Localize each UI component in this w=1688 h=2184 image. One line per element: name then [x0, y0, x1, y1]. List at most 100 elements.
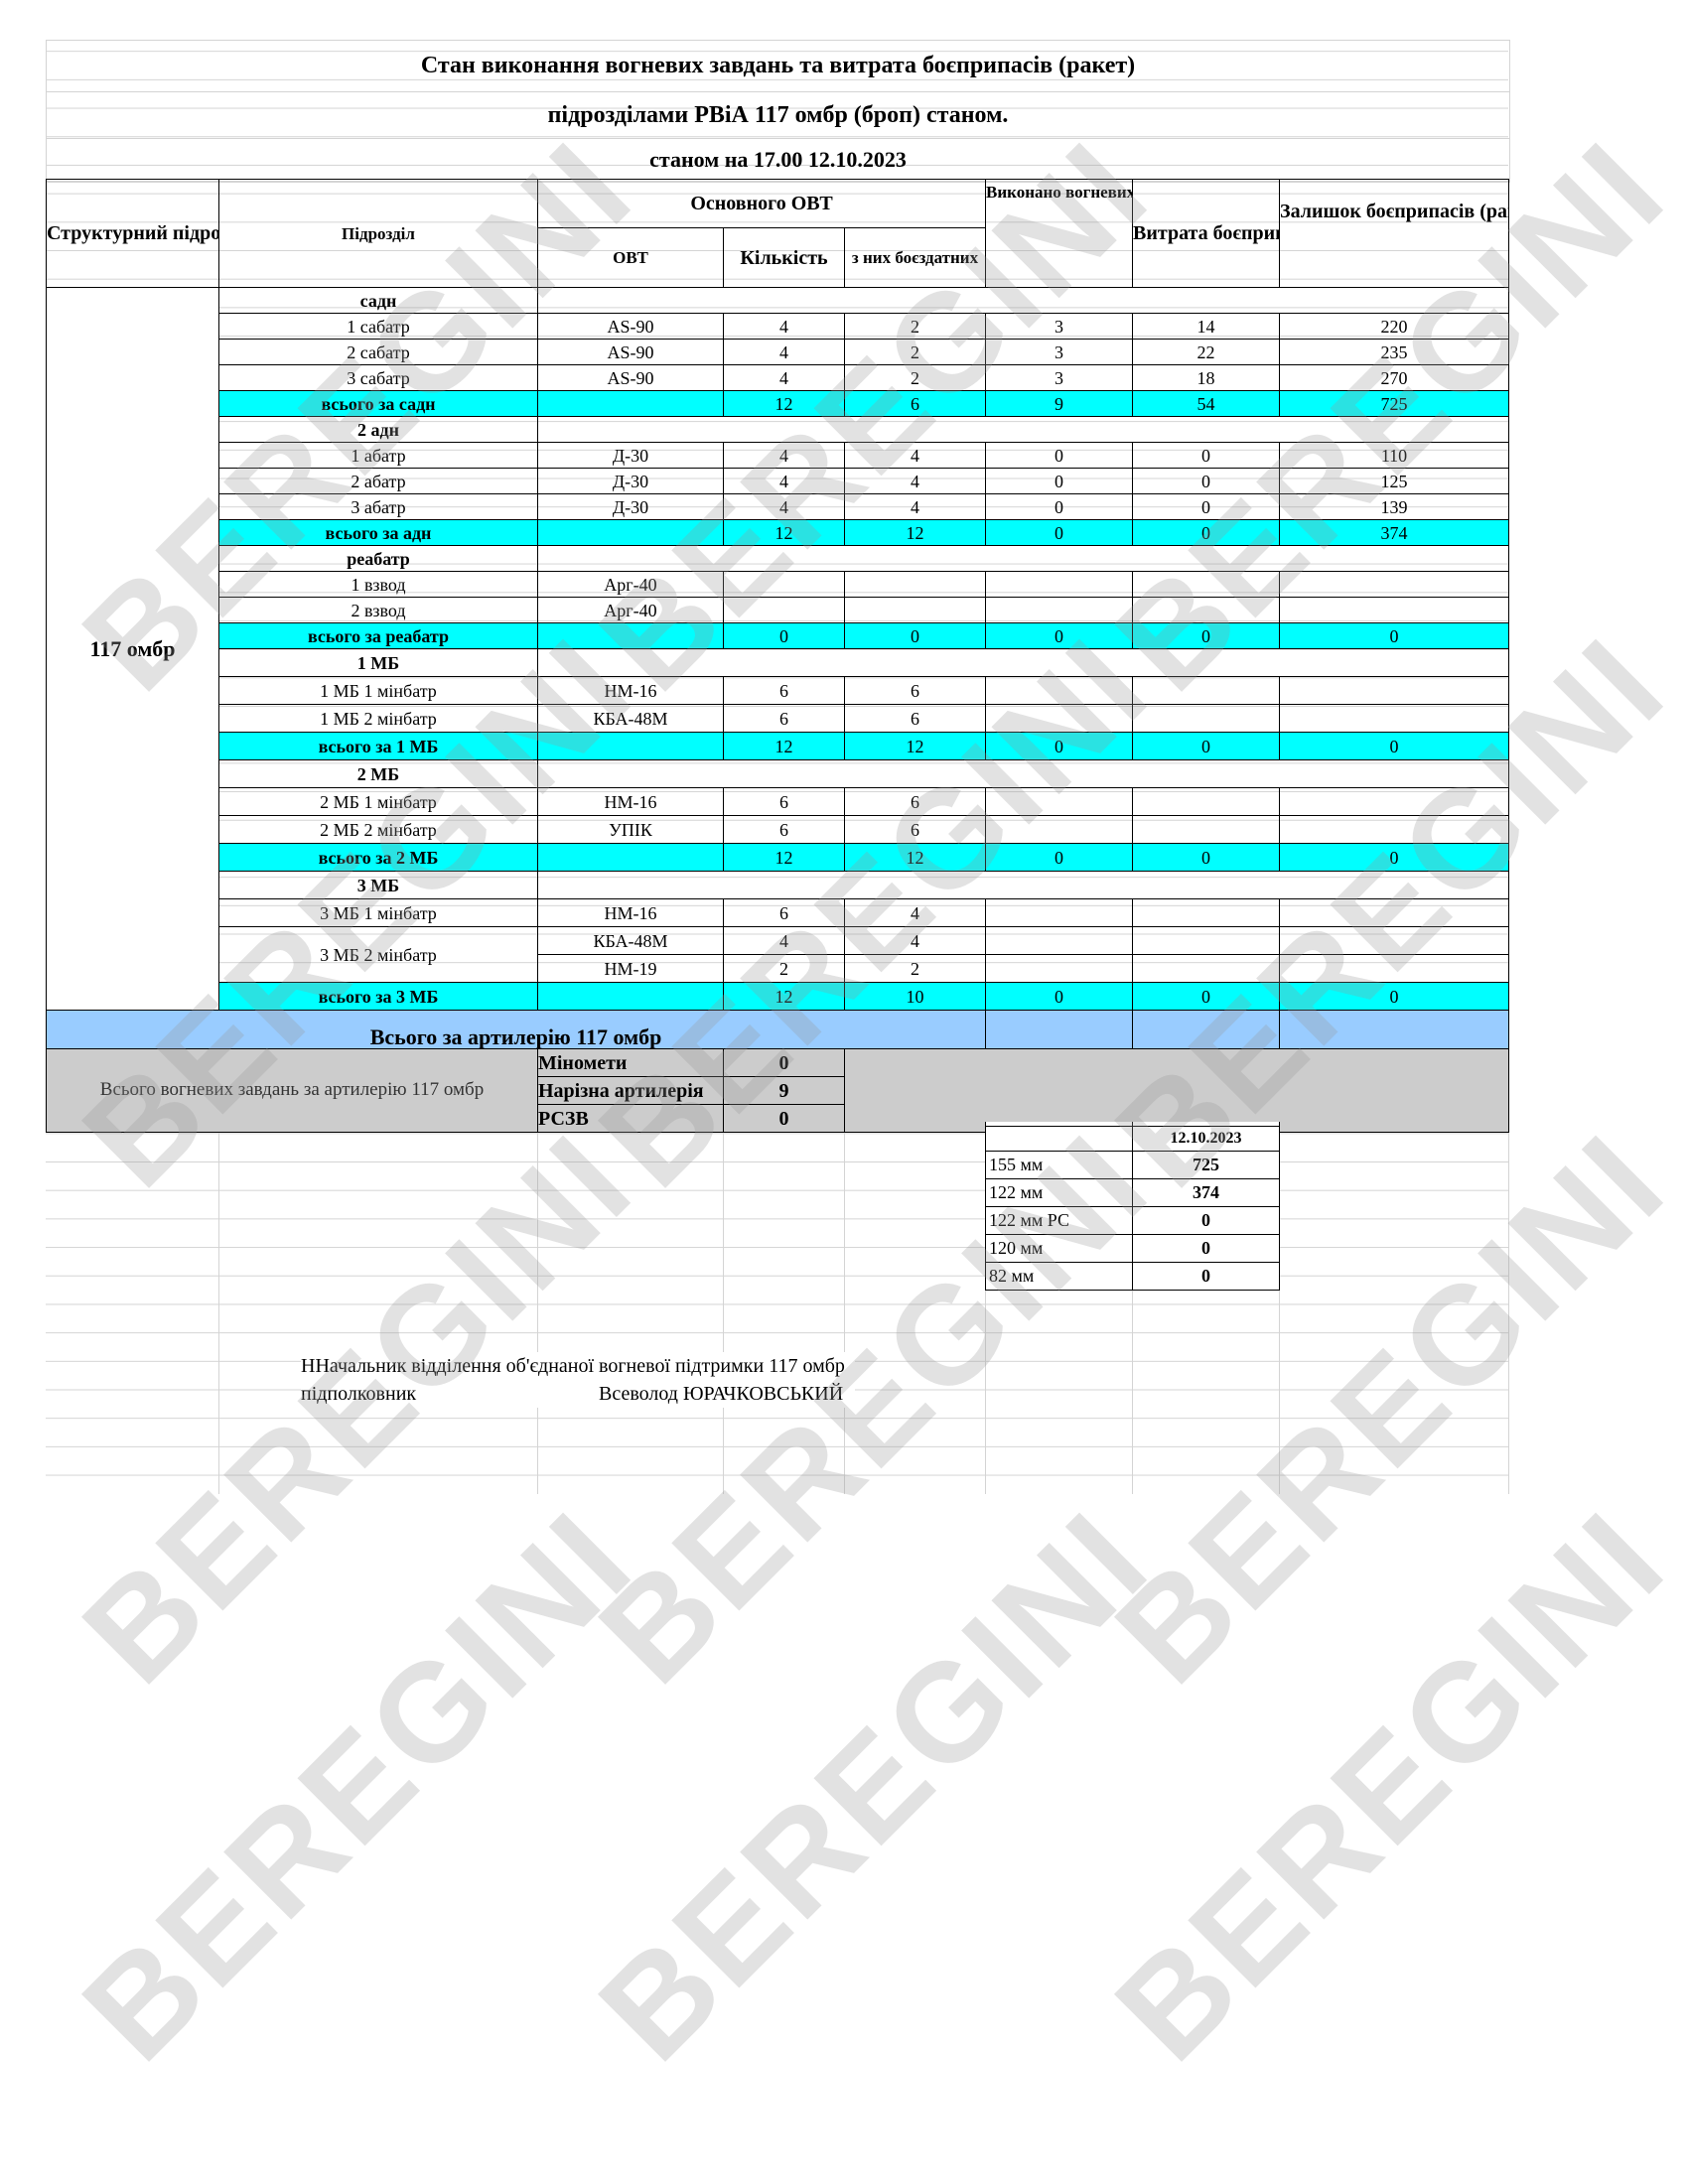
cell-tasks	[985, 676, 1134, 705]
cell-spent: 0	[1132, 982, 1281, 1011]
cell-ready	[843, 597, 987, 623]
ammo-caliber: 122 мм	[985, 1178, 1133, 1207]
table-row: 2 абатр Д-30 4 4 0 0 125	[47, 468, 1510, 494]
cell-tasks: 3	[985, 313, 1134, 340]
cell-qty: 6	[723, 704, 845, 733]
gridline	[1508, 1122, 1509, 1494]
cell-tasks: 0	[985, 982, 1134, 1011]
group-row: 1 МБ	[47, 648, 1510, 677]
subunit-label: всього за адн	[218, 519, 538, 546]
cell-ready: 4	[843, 926, 987, 955]
table-row: 1 абатр Д-30 4 4 0 0 110	[47, 442, 1510, 469]
cell-ovt	[537, 519, 724, 546]
cell-tasks	[985, 954, 1134, 983]
ammo-row: 82 мм 0	[985, 1262, 1280, 1291]
cell-ovt	[537, 390, 724, 417]
watermark-text: BEREGINI	[53, 1481, 661, 2090]
ammo-value: 0	[1132, 1206, 1280, 1235]
header-structural-unit: Структурний підрозділ	[46, 179, 219, 288]
cell-tasks: 0	[985, 442, 1134, 469]
cell-ready: 4	[843, 442, 987, 469]
subunit-label: 3 МБ 2 мінбатр	[218, 926, 538, 983]
cell-ovt: НМ-16	[537, 787, 724, 816]
cell-qty: 6	[723, 815, 845, 844]
table-row: 2 МБ 1 мінбатр НМ-16 6 6	[47, 787, 1510, 816]
cell-qty: 0	[723, 622, 845, 649]
cell-remain	[1279, 597, 1510, 623]
cell-tasks: 0	[985, 622, 1134, 649]
subunit-label: садн	[218, 287, 538, 314]
subunit-label: 2 взвод	[218, 597, 538, 623]
cell-ovt: Арг-40	[537, 597, 724, 623]
summary-item-value: 0	[723, 1048, 845, 1077]
ammo-caliber: 120 мм	[985, 1234, 1133, 1263]
subunit-label: 2 адн	[218, 416, 538, 443]
subunit-label: всього за 1 МБ	[218, 732, 538, 760]
signature-block: ННачальник відділення об'єднаної вогнево…	[301, 1352, 855, 1408]
cell-ready: 12	[843, 843, 987, 872]
summary-blank	[843, 1048, 1510, 1133]
cell-spent	[1132, 597, 1281, 623]
title-line-2: підрозділами РВіА 117 омбр (броп) станом…	[47, 92, 1509, 139]
table-row: 3 абатр Д-30 4 4 0 0 139	[47, 493, 1510, 520]
subunit-label: 2 абатр	[218, 468, 538, 494]
subunit-label: 3 сабатр	[218, 364, 538, 391]
table-row: 1 МБ 2 мінбатр КБА-48М 6 6	[47, 704, 1510, 733]
cell-ovt: НМ-19	[537, 954, 724, 983]
header-ovt: ОВТ	[537, 227, 724, 288]
cell-tasks: 9	[985, 390, 1134, 417]
cell-spent: 54	[1132, 390, 1281, 417]
subunit-label: 3 абатр	[218, 493, 538, 520]
cell-tasks: 3	[985, 339, 1134, 365]
cell-spent: 0	[1132, 519, 1281, 546]
cell-spent	[1132, 898, 1281, 927]
cell-qty: 4	[723, 442, 845, 469]
cell-qty: 4	[723, 313, 845, 340]
ammo-caliber: 122 мм РС	[985, 1206, 1133, 1235]
group-spacer	[536, 287, 1510, 314]
cell-ovt: КБА-48М	[537, 926, 724, 955]
group-row: 2 адн	[47, 416, 1510, 443]
cell-tasks: 3	[985, 364, 1134, 391]
summary-row: Всього вогневих завдань за артилерію 117…	[46, 1048, 1510, 1133]
cell-qty	[723, 571, 845, 598]
cell-ready: 2	[843, 339, 987, 365]
gridline	[723, 1122, 724, 1494]
artillery-total-label: Всього за артилерію 117 омбр	[45, 1010, 987, 1049]
cell-remain	[1279, 815, 1510, 844]
subunit-label: 3 МБ 1 мінбатр	[218, 898, 538, 927]
ammo-value: 0	[1132, 1262, 1280, 1291]
ammo-value: 725	[1132, 1151, 1280, 1179]
cell-ready: 4	[843, 468, 987, 494]
cell-remain: 139	[1279, 493, 1510, 520]
cell-ovt: Д-30	[537, 442, 724, 469]
title-line-3: станом на 17.00 12.10.2023	[47, 139, 1509, 182]
summary-row: Нарізна артилерія 9	[47, 1076, 1509, 1105]
cell-ready: 10	[843, 982, 987, 1011]
cell-remain: 374	[1279, 519, 1510, 546]
group-row: реабатр	[47, 545, 1510, 572]
subunit-label: всього за 2 МБ	[218, 843, 538, 872]
artillery-total-cell	[1279, 1010, 1510, 1049]
signature-rank: підполковник	[301, 1383, 417, 1405]
group-row: 2 МБ	[47, 759, 1510, 788]
cell-remain: 725	[1279, 390, 1510, 417]
cell-tasks	[985, 787, 1134, 816]
signature-position: ННачальник відділення об'єднаної вогнево…	[301, 1355, 845, 1377]
cell-ready: 2	[843, 364, 987, 391]
cell-ready: 6	[843, 815, 987, 844]
cell-qty: 6	[723, 676, 845, 705]
cell-qty: 4	[723, 339, 845, 365]
subunit-label: 1 абатр	[218, 442, 538, 469]
group-spacer	[536, 545, 1510, 572]
group-spacer	[536, 416, 1510, 443]
cell-remain	[1279, 676, 1510, 705]
group-row: 3 МБ	[47, 871, 1510, 899]
header-subunit: Підрозділ	[218, 179, 538, 288]
group-spacer	[536, 871, 1510, 899]
title-line-1: Стан виконання вогневих завдань та витра…	[47, 41, 1509, 92]
cell-spent: 0	[1132, 493, 1281, 520]
cell-remain: 220	[1279, 313, 1510, 340]
artillery-total-row: Всього за артилерію 117 омбр	[45, 1010, 1510, 1049]
table-row: 2 сабатр AS-90 4 2 3 22 235	[47, 339, 1510, 365]
